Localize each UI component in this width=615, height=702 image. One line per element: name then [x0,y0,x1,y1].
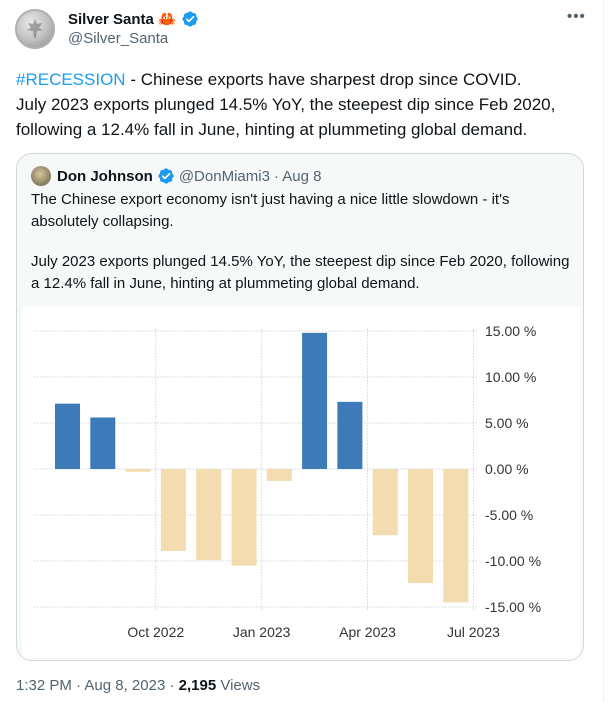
more-options-icon[interactable]: ••• [567,8,586,25]
bar-mar-2023[interactable] [302,332,328,469]
y-tick-label: 0.00 % [485,461,529,477]
author-handle[interactable]: @Silver_Santa [68,30,169,47]
tweet-text-line2: July 2023 exports plunged 14.5% YoY, the… [16,95,556,114]
separator-dot: · [71,677,85,694]
bar-nov-2022[interactable] [160,469,186,551]
quoted-author-row[interactable]: Don Johnson @DonMiami3 · Aug 8 [31,166,321,186]
y-tick-label: 5.00 % [485,415,529,431]
quoted-tweet-card[interactable]: Don Johnson @DonMiami3 · Aug 8 The Chine… [16,153,584,661]
tweet-text-line3: following a 12.4% fall in June, hinting … [16,120,528,139]
bar-jun-2023[interactable] [408,469,433,584]
y-tick-label: -5.00 % [485,507,533,523]
y-tick-label: -10.00 % [485,553,541,569]
bar-feb-2023[interactable] [266,469,292,481]
bar-dec-2022[interactable] [196,469,222,561]
bar-sep-2022[interactable] [90,417,116,469]
y-tick-label: -15.00 % [485,599,541,615]
quoted-tweet-text: The Chinese export economy isn't just ha… [31,189,571,295]
y-tick-label: 10.00 % [485,369,536,385]
x-tick-label: Jul 2023 [447,624,500,640]
exports-bar-chart[interactable]: 15.00 % 10.00 % 5.00 % 0.00 % -5.00 % -10.00 … [22,306,580,658]
quoted-author-name: Don Johnson [57,167,153,185]
bar-jan-2023[interactable] [231,469,257,566]
bar-apr-2023[interactable] [337,401,363,469]
bar-aug-2022[interactable] [55,403,80,469]
author-name-row[interactable]: Silver Santa 🦀 [68,8,199,30]
bar-may-2023[interactable] [372,469,398,536]
author-avatar[interactable] [15,9,55,49]
views-label: Views [216,677,261,694]
bar-jul-2023[interactable] [443,469,469,603]
maple-leaf-icon [27,19,43,39]
tweet-text: #RECESSION - Chinese exports have sharpe… [16,67,596,142]
x-tick-label: Apr 2023 [339,624,396,640]
hashtag-link[interactable]: #RECESSION [16,70,126,89]
tweet-footer: 1:32 PM · Aug 8, 2023 · 2,195 Views [16,677,260,694]
tweet-text-line1: - Chinese exports have sharpest drop sin… [125,70,522,89]
quoted-paragraph-1: The Chinese export economy isn't just ha… [31,191,510,230]
chart-canvas: 15.00 % 10.00 % 5.00 % 0.00 % -5.00 % -10.00 … [34,323,541,640]
quoted-tweet-date: · Aug 8 [273,167,322,185]
crab-emoji-icon: 🦀 [157,10,177,28]
verified-badge-icon [158,168,174,184]
author-display-name[interactable]: Silver Santa [68,10,154,28]
timeline-border [603,0,604,702]
quoted-author-handle: @DonMiami3 [178,167,270,185]
verified-badge-icon [182,11,198,27]
quoted-paragraph-2: July 2023 exports plunged 14.5% YoY, the… [31,253,570,292]
tweet-date[interactable]: Aug 8, 2023 [84,677,166,694]
views-count: 2,195 [178,677,217,694]
x-tick-label: Jan 2023 [233,624,291,640]
tweet-time[interactable]: 1:32 PM [16,677,72,694]
quoted-author-avatar[interactable] [31,166,51,186]
separator-dot: · [165,677,179,694]
y-tick-label: 15.00 % [485,323,536,339]
x-tick-label: Oct 2022 [127,624,184,640]
bar-oct-2022[interactable] [125,469,151,472]
